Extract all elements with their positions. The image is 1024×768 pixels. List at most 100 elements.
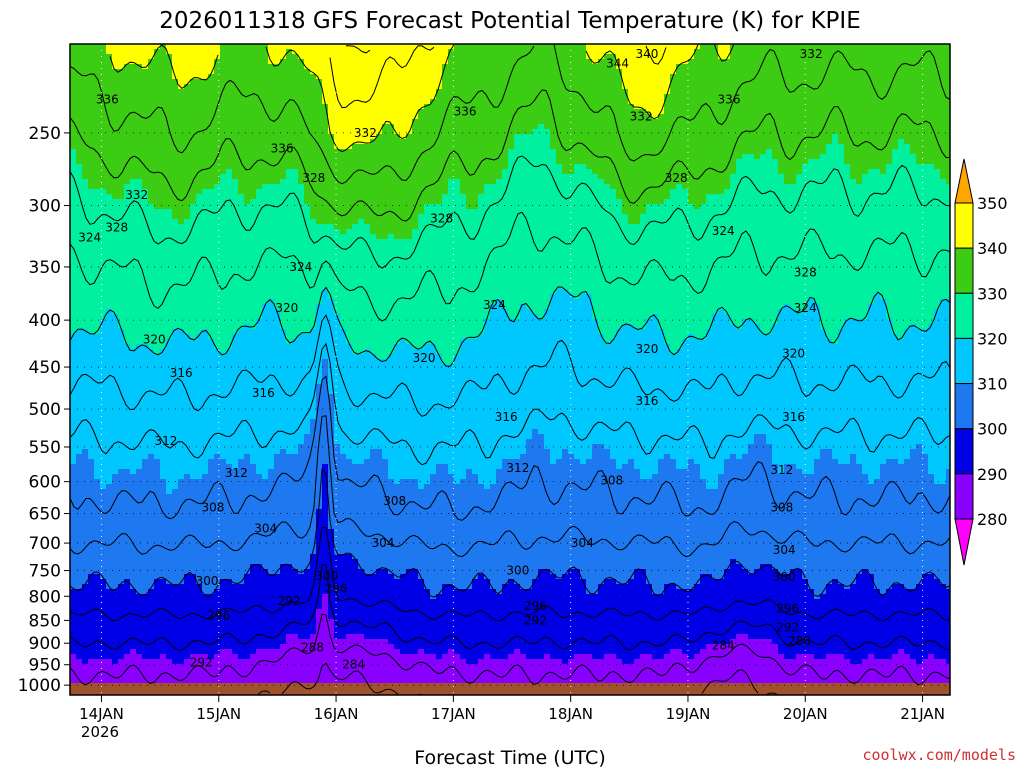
theta-cell <box>250 644 257 650</box>
theta-cell <box>178 494 185 500</box>
theta-cell <box>160 444 167 450</box>
theta-cell <box>232 569 239 575</box>
theta-cell <box>178 324 185 330</box>
theta-cell <box>118 544 125 550</box>
theta-cell <box>178 224 185 230</box>
theta-cell <box>232 399 239 405</box>
theta-cell <box>130 624 137 630</box>
theta-cell <box>154 514 161 520</box>
theta-cell <box>244 354 251 360</box>
theta-cell <box>88 449 95 455</box>
theta-cell <box>280 389 287 395</box>
theta-cell <box>250 409 257 415</box>
theta-cell <box>220 144 227 150</box>
theta-cell <box>142 394 149 400</box>
theta-cell <box>196 199 203 205</box>
theta-cell <box>160 179 167 185</box>
theta-cell <box>238 674 245 680</box>
theta-cell <box>250 519 257 525</box>
theta-cell <box>280 514 287 520</box>
theta-cell <box>172 154 179 160</box>
theta-cell <box>124 349 131 355</box>
theta-cell <box>286 119 293 125</box>
theta-cell <box>94 319 101 325</box>
theta-cell <box>208 534 215 540</box>
theta-cell <box>184 414 191 420</box>
theta-cell <box>70 249 77 255</box>
theta-cell <box>130 129 137 135</box>
theta-cell <box>202 99 209 105</box>
theta-cell <box>208 469 215 475</box>
theta-cell <box>130 274 137 280</box>
theta-cell <box>262 169 269 175</box>
theta-cell <box>130 104 137 110</box>
theta-cell <box>220 594 227 600</box>
theta-cell <box>166 69 173 75</box>
theta-cell <box>256 469 263 475</box>
theta-cell <box>130 209 137 215</box>
theta-cell <box>244 169 251 175</box>
theta-cell <box>160 314 167 320</box>
theta-cell <box>196 109 203 115</box>
theta-cell <box>256 559 263 565</box>
theta-cell <box>292 519 299 525</box>
theta-cell <box>286 519 293 525</box>
theta-cell <box>136 524 143 530</box>
theta-cell <box>94 654 101 660</box>
theta-cell <box>112 619 119 625</box>
theta-cell <box>70 244 77 250</box>
theta-cell <box>256 354 263 360</box>
theta-cell <box>88 494 95 500</box>
theta-cell <box>244 379 251 385</box>
theta-cell <box>88 249 95 255</box>
theta-cell <box>226 519 233 525</box>
theta-cell <box>280 209 287 215</box>
theta-cell <box>274 84 281 90</box>
theta-cell <box>130 609 137 615</box>
theta-cell <box>274 174 281 180</box>
theta-cell <box>208 489 215 495</box>
theta-cell <box>280 94 287 100</box>
theta-cell <box>286 294 293 300</box>
theta-cell <box>286 544 293 550</box>
theta-cell <box>172 679 179 685</box>
theta-cell <box>76 559 83 565</box>
theta-cell <box>160 249 167 255</box>
theta-cell <box>208 679 215 685</box>
theta-cell <box>202 599 209 605</box>
theta-cell <box>184 434 191 440</box>
theta-cell <box>172 414 179 420</box>
theta-cell <box>286 149 293 155</box>
theta-cell <box>76 54 83 60</box>
theta-cell <box>100 374 107 380</box>
theta-cell <box>280 414 287 420</box>
theta-cell <box>238 634 245 640</box>
theta-cell <box>220 574 227 580</box>
theta-cell <box>118 219 125 225</box>
theta-cell <box>142 414 149 420</box>
theta-cell <box>136 459 143 465</box>
theta-cell <box>112 254 119 260</box>
theta-cell <box>262 179 269 185</box>
theta-cell <box>124 649 131 655</box>
theta-cell <box>100 419 107 425</box>
theta-cell <box>280 194 287 200</box>
theta-cell <box>244 304 251 310</box>
theta-cell <box>238 669 245 675</box>
theta-cell <box>76 494 83 500</box>
theta-cell <box>130 599 137 605</box>
theta-cell <box>148 319 155 325</box>
theta-cell <box>142 564 149 570</box>
theta-cell <box>130 619 137 625</box>
theta-cell <box>238 179 245 185</box>
theta-cell <box>88 89 95 95</box>
theta-cell <box>202 149 209 155</box>
theta-cell <box>118 459 125 465</box>
theta-cell <box>148 214 155 220</box>
theta-cell <box>124 64 131 70</box>
theta-cell <box>172 84 179 90</box>
theta-cell <box>148 254 155 260</box>
theta-cell <box>208 129 215 135</box>
theta-cell <box>112 294 119 300</box>
theta-cell <box>274 519 281 525</box>
